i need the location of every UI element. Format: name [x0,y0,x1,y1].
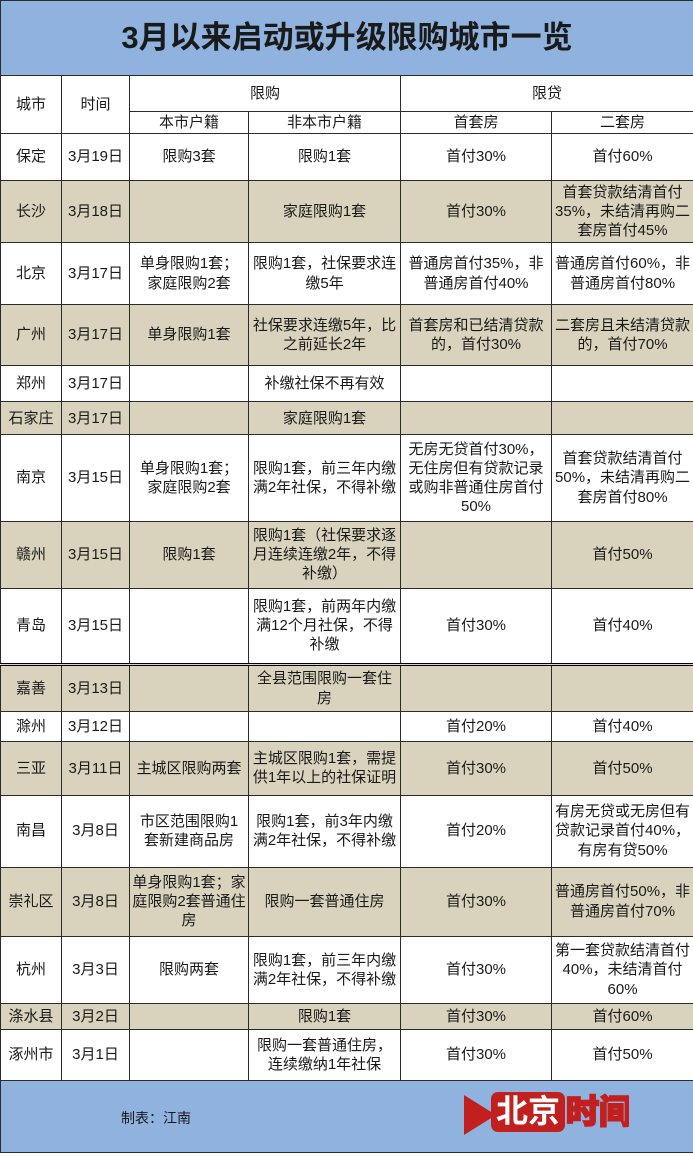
svg-text:时间: 时间 [566,1093,629,1130]
svg-text:北京: 北京 [496,1093,560,1129]
